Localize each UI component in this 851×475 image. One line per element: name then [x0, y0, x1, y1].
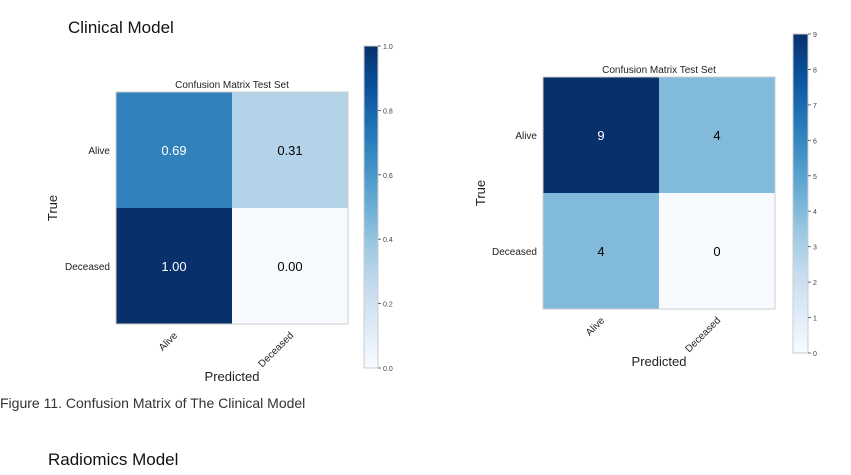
radiomics-colorbar-tick-label-4: 4: [813, 209, 817, 216]
clinical-cell-label-0-0: 0.69: [161, 143, 186, 158]
clinical-colorbar-tick-label-1: 0.2: [383, 302, 393, 309]
radiomics-colorbar-tick-label-0: 0: [813, 351, 817, 358]
radiomics-cell-1-1: [659, 193, 775, 309]
radiomics-colorbar: [792, 33, 809, 354]
clinical-cell-label-1-1: 0.00: [277, 259, 302, 274]
clinical-colorbar-tick-label-2: 0.4: [383, 237, 393, 244]
radiomics-cell-0-0: [543, 77, 659, 193]
clinical-cell-label-0-1: 0.31: [277, 143, 302, 158]
radiomics-frame: [542, 76, 776, 310]
radiomics-y-tick-0: Alive: [515, 131, 537, 142]
clinical-y-tick-0: Alive: [88, 146, 110, 157]
radiomics-colorbar-tick-label-2: 2: [813, 280, 817, 287]
radiomics-cell-1-0: [543, 193, 659, 309]
clinical-y-tick-1: Deceased: [65, 262, 110, 273]
clinical-cell-label-1-0: 1.00: [161, 259, 186, 274]
radiomics-cell-label-1-1: 0: [713, 244, 720, 259]
clinical-frame: [115, 91, 349, 325]
radiomics-x-axis-label: Predicted: [632, 354, 687, 369]
radiomics-cell-label-0-0: 9: [597, 128, 604, 143]
radiomics-x-tick-0: Alive: [584, 315, 607, 338]
clinical-cell-0-0: [116, 92, 232, 208]
clinical-cell-1-0: [116, 208, 232, 324]
radiomics-colorbar-tick-label-7: 7: [813, 103, 817, 110]
clinical-colorbar-tick-label-5: 1.0: [383, 44, 393, 51]
clinical-model-heading: Clinical Model: [68, 18, 174, 37]
radiomics-y-axis-label: True: [473, 180, 488, 206]
clinical-chart-title: Confusion Matrix Test Set: [175, 80, 289, 91]
clinical-colorbar-tick-label-4: 0.8: [383, 108, 393, 115]
clinical-x-tick-1: Deceased: [257, 330, 297, 370]
clinical-cell-1-1: [232, 208, 348, 324]
radiomics-cell-label-0-1: 4: [713, 128, 720, 143]
clinical-x-tick-0: Alive: [157, 330, 180, 353]
clinical-cell-0-1: [232, 92, 348, 208]
radiomics-colorbar-tick-label-5: 5: [813, 174, 817, 181]
radiomics-y-tick-1: Deceased: [492, 247, 537, 258]
radiomics-colorbar-tick-label-6: 6: [813, 138, 817, 145]
radiomics-chart-title: Confusion Matrix Test Set: [602, 65, 716, 76]
radiomics-cell-0-1: [659, 77, 775, 193]
clinical-x-axis-label: Predicted: [205, 369, 260, 384]
clinical-colorbar-tick-label-0: 0.0: [383, 366, 393, 373]
radiomics-cell-label-1-0: 4: [597, 244, 604, 259]
radiomics-colorbar-tick-label-3: 3: [813, 245, 817, 252]
radiomics-colorbar-tick-label-9: 9: [813, 32, 817, 39]
clinical-colorbar: [363, 45, 379, 369]
radiomics-colorbar-tick-label-1: 1: [813, 316, 817, 323]
figure-caption: Figure 11. Confusion Matrix of The Clini…: [0, 395, 306, 411]
clinical-colorbar-tick-label-3: 0.6: [383, 173, 393, 180]
clinical-y-axis-label: True: [45, 195, 60, 221]
radiomics-x-tick-1: Deceased: [684, 315, 724, 355]
radiomics-colorbar-tick-label-8: 8: [813, 67, 817, 74]
radiomics-model-heading: Radiomics Model: [48, 450, 179, 469]
